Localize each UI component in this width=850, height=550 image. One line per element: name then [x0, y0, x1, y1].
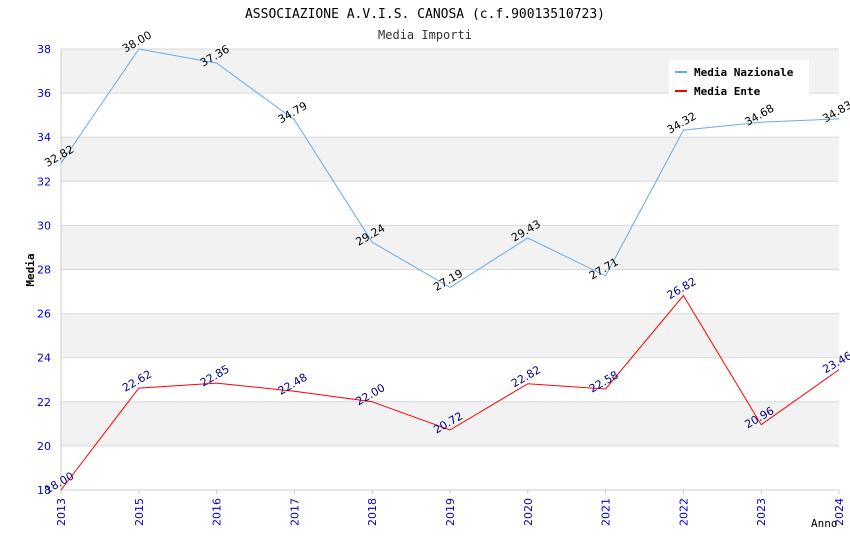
plot-band: [61, 269, 839, 314]
plot-band: [61, 357, 839, 402]
legend: Media Nazionale Media Ente: [669, 60, 809, 98]
y-tick-label: 24: [37, 352, 51, 365]
chart-subtitle: Media Importi: [378, 28, 472, 42]
y-tick-label: 30: [37, 219, 51, 232]
y-tick-label: 34: [37, 131, 51, 144]
x-axis-label: Anno: [811, 517, 838, 530]
plot-band: [61, 445, 839, 490]
x-tick-label: 2024: [833, 498, 846, 526]
series-line: [60, 48, 840, 288]
y-tick-label: 18: [37, 484, 51, 497]
x-axis: 2013 2015 2016 2017 2018 2019 2020 2021 2022 2023…: [55, 489, 846, 526]
x-tick-label: 2013: [55, 498, 68, 526]
y-axis: 18 20 22 24 26 28 30 32 34 36 38: [37, 43, 62, 497]
x-tick-label: 2016: [211, 498, 224, 526]
x-tick-label: 2017: [288, 498, 301, 526]
legend-box: [669, 60, 809, 98]
series-line: [60, 294, 840, 491]
y-tick-label: 22: [37, 396, 51, 409]
y-tick-label: 36: [37, 87, 51, 100]
plot-band: [61, 225, 839, 270]
x-tick-label: 2015: [133, 498, 146, 526]
x-tick-label: 2023: [755, 498, 768, 526]
plot-band: [61, 313, 839, 358]
x-tick-label: 2019: [444, 498, 457, 526]
plot-background: [61, 49, 839, 490]
x-tick-label: 2021: [600, 498, 613, 526]
data-label: 18.00: [42, 469, 76, 496]
chart-title: ASSOCIAZIONE A.V.I.S. CANOSA (c.f.900135…: [245, 7, 605, 22]
x-tick-label: 2022: [677, 498, 690, 526]
y-axis-label: Media: [24, 253, 37, 286]
plot-band: [61, 401, 839, 446]
y-tick-label: 26: [37, 308, 51, 321]
x-tick-label: 2020: [522, 498, 535, 526]
y-tick-label: 20: [37, 440, 51, 453]
y-tick-label: 32: [37, 175, 51, 188]
y-tick-label: 28: [37, 264, 51, 277]
legend-entry: Media Nazionale: [694, 66, 794, 79]
plot-band: [61, 137, 839, 182]
legend-entry: Media Ente: [694, 85, 761, 98]
plot-band: [61, 181, 839, 226]
plot-band: [61, 93, 839, 138]
x-tick-label: 2018: [366, 498, 379, 526]
y-tick-label: 38: [37, 43, 51, 56]
